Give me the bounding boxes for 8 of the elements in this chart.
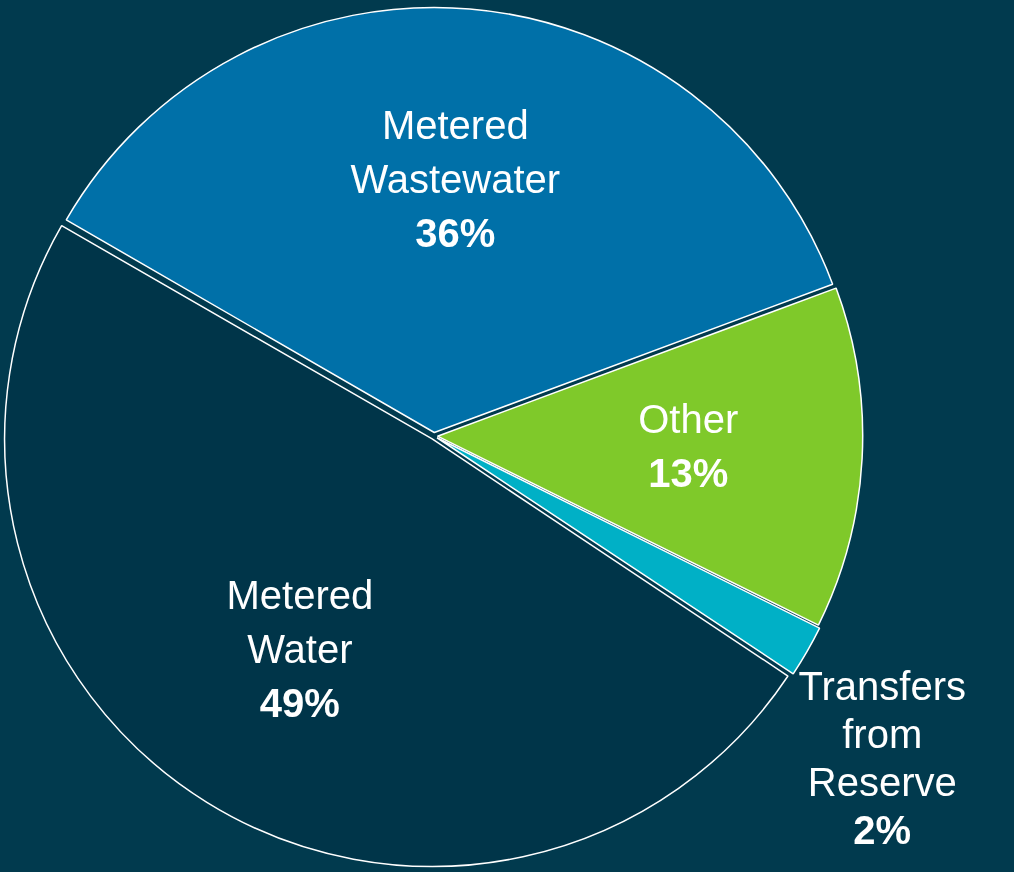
slice-label: Metered Wastewater	[350, 103, 561, 202]
slice-label: Metered Water	[226, 573, 374, 672]
data-label: 13%	[648, 451, 729, 496]
data-label: 36%	[415, 211, 496, 256]
data-label: 2%	[853, 807, 912, 852]
slice-label: Other	[638, 397, 739, 442]
slice-label: Transfers from Reserve	[798, 663, 966, 804]
data-label: 49%	[259, 681, 340, 726]
